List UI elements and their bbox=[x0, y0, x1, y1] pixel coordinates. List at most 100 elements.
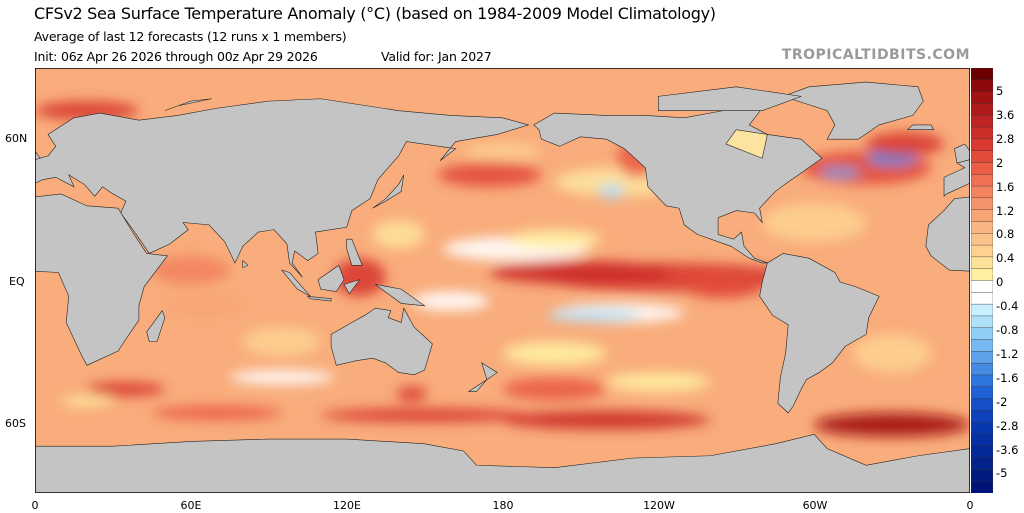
colorbar-swatch bbox=[971, 68, 993, 81]
lon-label: 0 bbox=[966, 499, 974, 512]
land-borneo bbox=[317, 264, 345, 292]
colorbar-label: -2 bbox=[996, 394, 1008, 409]
land-svalbard-nz bbox=[164, 98, 212, 111]
colorbar-label: -2.8 bbox=[996, 418, 1019, 433]
colorbar-swatch bbox=[971, 374, 993, 388]
anomaly-region bbox=[60, 396, 113, 406]
land-sulawesi bbox=[343, 279, 361, 295]
land-srilanka bbox=[242, 259, 249, 269]
sst-anomaly-map bbox=[35, 68, 970, 493]
anomaly-region bbox=[396, 386, 428, 401]
valid-time: Valid for: Jan 2027 bbox=[381, 49, 492, 64]
anomaly-region bbox=[819, 167, 861, 178]
colorbar-label: 1.2 bbox=[996, 203, 1015, 218]
anomaly-region bbox=[814, 412, 970, 437]
land-uk bbox=[35, 150, 41, 160]
land-antarctica bbox=[35, 433, 970, 493]
lon-label: 120E bbox=[333, 499, 361, 512]
colorbar-swatch bbox=[971, 115, 993, 128]
anomaly-region bbox=[437, 163, 542, 187]
lat-label-60n: 60N bbox=[5, 132, 28, 145]
anomaly-region bbox=[372, 220, 425, 249]
anomaly-region bbox=[151, 255, 230, 285]
colorbar-swatch bbox=[971, 362, 993, 376]
anomaly-region bbox=[684, 274, 763, 299]
lon-label: 60W bbox=[802, 499, 828, 512]
colorbar-swatch bbox=[971, 398, 993, 412]
anomaly-region bbox=[489, 260, 672, 285]
lon-label: 180 bbox=[492, 499, 514, 512]
colorbar-label: -0.8 bbox=[996, 323, 1019, 337]
colorbar-swatch bbox=[971, 256, 993, 270]
colorbar-swatch bbox=[971, 138, 993, 152]
colorbar-swatch bbox=[971, 410, 993, 423]
colorbar-swatch bbox=[971, 150, 993, 164]
anomaly-region bbox=[320, 408, 529, 423]
land-africa bbox=[35, 193, 169, 366]
colorbar-swatch bbox=[971, 244, 993, 258]
colorbar bbox=[971, 68, 993, 493]
brand-watermark: TROPICALTIDBITS.COM bbox=[781, 47, 970, 63]
colorbar-label: -0.4 bbox=[996, 299, 1019, 314]
colorbar-swatch bbox=[971, 386, 993, 400]
anomaly-region bbox=[762, 203, 867, 242]
anomaly-region bbox=[598, 184, 625, 199]
colorbar-swatch bbox=[971, 221, 993, 234]
colorbar-label: 2 bbox=[996, 155, 1004, 170]
anomaly-region bbox=[164, 293, 243, 318]
init-time: Init: 06z Apr 26 2026 through 00z Apr 29… bbox=[34, 49, 318, 64]
land-philippines bbox=[346, 238, 363, 266]
lat-label-eq: EQ bbox=[9, 275, 25, 288]
colorbar-swatch bbox=[971, 480, 993, 493]
colorbar-swatch bbox=[971, 421, 993, 435]
anomaly-region bbox=[151, 405, 282, 421]
colorbar-swatch bbox=[971, 268, 993, 282]
land-iceland bbox=[906, 124, 935, 130]
colorbar-swatch bbox=[971, 457, 993, 471]
colorbar-label: 0.8 bbox=[996, 227, 1015, 242]
land-africa bbox=[925, 196, 970, 272]
anomaly-region bbox=[86, 381, 165, 397]
colorbar-swatch bbox=[971, 91, 993, 105]
anomaly-region bbox=[853, 334, 932, 373]
anomaly-region bbox=[606, 372, 711, 392]
anomaly-region bbox=[866, 132, 945, 156]
colorbar-swatch bbox=[971, 433, 993, 447]
lon-label: 60E bbox=[180, 499, 202, 512]
land-eurasia bbox=[35, 98, 530, 278]
colorbar-swatch bbox=[971, 339, 993, 353]
anomaly-region bbox=[229, 370, 334, 385]
subtitle: Average of last 12 forecasts (12 runs x … bbox=[34, 29, 347, 44]
anomaly-region bbox=[463, 143, 542, 159]
land-japan bbox=[372, 174, 405, 209]
colorbar-swatch bbox=[971, 233, 993, 246]
anomaly-region bbox=[502, 341, 607, 366]
colorbar-label: -1.6 bbox=[996, 370, 1019, 385]
colorbar-swatch bbox=[971, 469, 993, 482]
colorbar-label: -5 bbox=[996, 466, 1008, 481]
land-australia bbox=[330, 307, 433, 376]
colorbar-label: -3.6 bbox=[996, 442, 1019, 457]
colorbar-swatch bbox=[971, 174, 993, 187]
colorbar-label: 0.4 bbox=[996, 251, 1015, 266]
land-arctic-islands bbox=[658, 86, 802, 111]
colorbar-swatch bbox=[971, 162, 993, 175]
land-greenland bbox=[782, 81, 924, 140]
colorbar-swatch bbox=[971, 103, 993, 116]
lon-label: 120W bbox=[643, 499, 675, 512]
colorbar-label: 5 bbox=[996, 84, 1004, 98]
land-eurasia bbox=[943, 159, 970, 198]
colorbar-swatch bbox=[971, 351, 993, 364]
land-new-guinea bbox=[375, 284, 426, 307]
hudson-bay bbox=[725, 129, 768, 159]
colorbar-swatch bbox=[971, 280, 993, 294]
anomaly-region bbox=[242, 327, 321, 356]
colorbar-swatch bbox=[971, 292, 993, 305]
colorbar-swatch bbox=[971, 303, 993, 317]
colorbar-swatch bbox=[971, 126, 993, 140]
colorbar-swatch bbox=[971, 197, 993, 211]
colorbar-swatch bbox=[971, 327, 993, 341]
land-uk bbox=[954, 143, 970, 164]
colorbar-label: 0 bbox=[996, 275, 1004, 290]
anomaly-region bbox=[502, 410, 711, 430]
